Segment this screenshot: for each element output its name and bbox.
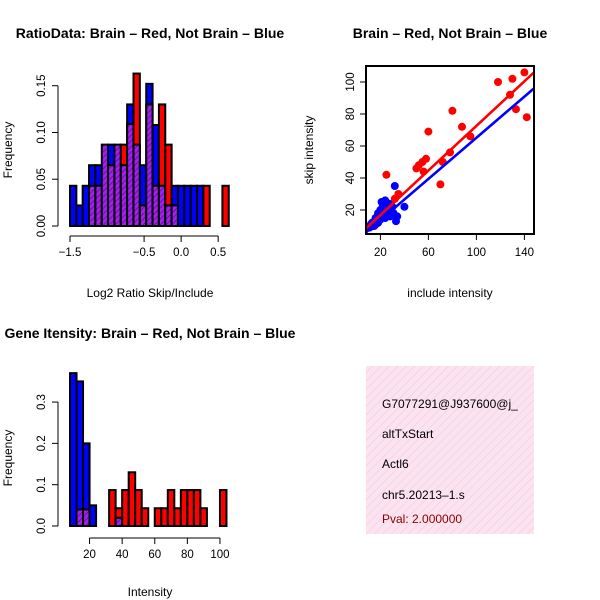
scatter-point-brain <box>458 122 466 131</box>
x-tick-label: −0.5 <box>133 247 156 259</box>
x-tick-label: 40 <box>116 549 129 561</box>
fit-line-brain <box>366 71 534 230</box>
ratio-histogram-title: RatioData: Brain – Red, Not Brain – Blue <box>16 25 285 41</box>
hist-bar-brain <box>202 184 211 227</box>
x-tick-label: 140 <box>515 247 534 259</box>
intensity-histogram-axes: 20 40 60 80 100 0.0 0.1 0.2 0.3 <box>36 394 230 561</box>
intensity-scatter-panel: Brain – Red, Not Brain – Blue 20 60 100 140… <box>302 25 547 300</box>
scatter-title: Brain – Red, Not Brain – Blue <box>353 25 548 41</box>
info-line-1: G7077291@J937600@j_ <box>382 397 518 411</box>
scatter-point-brain <box>424 127 433 136</box>
y-tick-label: 0.1 <box>36 477 48 493</box>
ratio-histogram-xlabel: Log2 Ratio Skip/Include <box>87 286 214 300</box>
ratio-histogram-bars <box>69 72 230 228</box>
y-tick-label: 0.15 <box>36 75 48 97</box>
intensity-histogram-ylabel: Frequency <box>1 430 15 487</box>
scatter-point-brain <box>436 180 445 189</box>
scatter-point-brain <box>382 170 391 179</box>
intensity-histogram-panel: Gene Itensity: Brain – Red, Not Brain – … <box>1 325 296 599</box>
y-tick-label: 20 <box>345 204 357 217</box>
info-line-3: Actl6 <box>382 457 409 471</box>
scatter-plot-area: 20 60 100 140 20 40 60 80 100 <box>345 65 535 259</box>
info-line-2: altTxStart <box>382 427 434 441</box>
scatter-point-brain <box>522 113 531 122</box>
x-tick-label: 80 <box>181 549 194 561</box>
y-tick-label: 0.2 <box>36 435 48 451</box>
y-tick-label: 60 <box>345 140 357 153</box>
x-tick-label: 60 <box>422 247 435 259</box>
hist-bar-brain <box>221 184 230 227</box>
intensity-histogram-xlabel: Intensity <box>128 585 173 599</box>
info-line-4: chr5.20213–1.s <box>382 488 465 502</box>
x-tick-label: 0.5 <box>210 247 226 259</box>
x-tick-label: 100 <box>467 247 486 259</box>
x-tick-label: 20 <box>83 549 96 561</box>
scatter-point-brain <box>494 78 502 86</box>
info-pval: Pval: 2.000000 <box>382 512 462 526</box>
scatter-frame <box>365 65 535 235</box>
scatter-point-not-brain <box>393 212 402 221</box>
scatter-point-brain <box>446 148 454 157</box>
hist-bar-brain <box>218 489 228 528</box>
y-tick-label: 0.05 <box>36 168 48 190</box>
x-tick-label: 20 <box>374 247 387 259</box>
fit-line-not-brain <box>366 87 534 234</box>
y-tick-label: 0.0 <box>36 518 48 534</box>
x-tick-label: 100 <box>210 549 229 561</box>
ratio-histogram-ylabel: Frequency <box>1 122 15 179</box>
intensity-histogram-title: Gene Itensity: Brain – Red, Not Brain – … <box>5 325 296 341</box>
scatter-ylabel: skip intensity <box>302 116 316 185</box>
hist-bar-not-brain <box>88 504 98 527</box>
hist-bar-brain <box>199 507 208 528</box>
ratio-histogram-panel: RatioData: Brain – Red, Not Brain – Blue… <box>1 25 284 300</box>
scatter-point-brain <box>508 74 517 83</box>
scatter-point-brain <box>520 68 529 77</box>
y-tick-label: 80 <box>345 108 357 121</box>
scatter-point-brain <box>422 154 430 163</box>
y-tick-label: 0.3 <box>36 394 48 410</box>
x-tick-label: 0.0 <box>173 247 189 259</box>
scatter-point-not-brain <box>400 202 409 211</box>
ratio-histogram-axes: −1.5 −0.5 0.0 0.5 0.00 0.05 0.10 0.15 <box>36 75 226 259</box>
x-tick-label: −1.5 <box>59 247 82 259</box>
hist-bar-brain <box>140 507 150 528</box>
x-tick-label: 60 <box>148 549 161 561</box>
info-panel-background <box>366 366 534 534</box>
scatter-point-not-brain <box>390 182 399 190</box>
scatter-xlabel: include intensity <box>407 286 492 300</box>
intensity-histogram-bars <box>69 372 228 528</box>
scatter-point-brain <box>448 106 457 115</box>
scatter-marks <box>366 68 534 234</box>
y-tick-label: 100 <box>345 72 357 91</box>
y-tick-label: 0.10 <box>36 121 48 143</box>
y-tick-label: 0.00 <box>36 215 48 237</box>
info-panel: G7077291@J937600@j_ altTxStart Actl6 chr… <box>366 366 534 534</box>
y-tick-label: 40 <box>345 172 357 185</box>
